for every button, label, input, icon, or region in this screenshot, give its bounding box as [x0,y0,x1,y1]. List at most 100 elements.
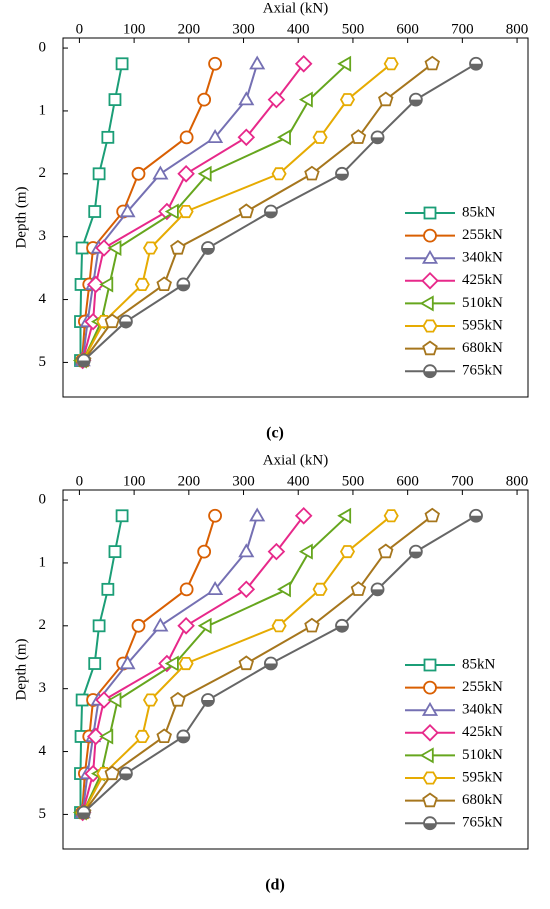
marker [197,617,212,634]
marker [422,340,438,356]
marker [298,91,313,108]
legend-label: 765kN [462,815,503,831]
marker-half [264,211,277,218]
marker [197,92,212,107]
marker [422,792,438,808]
x-tick-label: 300 [232,473,255,489]
marker [164,203,179,220]
marker [178,657,194,671]
marker [383,57,399,71]
marker [170,691,186,707]
marker [156,276,172,292]
legend-label: 340kN [462,250,503,266]
y-tick-label: 2 [39,165,47,181]
legend-label: 255kN [462,227,503,243]
y-tick-label: 2 [39,617,47,633]
marker [108,545,122,559]
legend-label: 595kN [462,769,503,785]
marker-half [177,284,190,291]
marker [142,693,159,707]
x-tick-label: 800 [506,21,529,37]
marker [176,277,191,292]
marker-half [424,371,436,378]
legend-label: 510kN [462,295,503,311]
marker [249,507,266,522]
marker [267,90,286,109]
y-tick-label: 5 [39,354,47,370]
marker-half [470,515,483,522]
x-axis-title: Axial (kN) [263,0,328,16]
marker [201,241,215,255]
marker [101,130,115,144]
marker [422,771,438,785]
marker [131,166,146,181]
marker [107,691,122,709]
marker [179,130,194,145]
marker [337,507,352,524]
marker [75,241,89,255]
marker [370,582,385,597]
caption: (c) [266,425,284,442]
marker [419,295,434,312]
y-tick-label: 4 [39,743,47,759]
marker [131,618,146,633]
marker [176,729,191,744]
marker [119,766,133,781]
marker [92,619,106,633]
marker-half [119,321,132,328]
marker [101,582,115,596]
marker [339,93,356,107]
marker [87,275,105,294]
x-tick-label: 200 [178,21,201,37]
marker [263,204,278,219]
x-tick-label: 700 [451,473,474,489]
plot-frame [62,489,529,850]
marker [108,93,122,107]
legend-label: 340kN [462,702,503,718]
legend-label: 765kN [462,363,503,379]
x-tick-label: 0 [76,473,84,489]
marker [421,272,439,290]
x-tick-label: 600 [396,21,419,37]
marker-half [77,812,90,819]
x-tick-label: 500 [342,21,365,37]
marker [177,165,195,183]
marker [177,617,195,635]
marker [99,276,114,293]
marker [271,619,287,633]
marker [423,206,437,220]
marker-half [264,663,277,670]
marker [104,313,120,329]
marker [152,165,169,180]
marker [88,657,102,670]
marker-half [77,360,90,367]
y-tick-label: 3 [39,228,47,244]
marker [87,727,105,746]
marker [119,314,133,329]
marker [164,655,179,672]
marker-half [119,773,132,780]
x-tick-label: 200 [178,473,201,489]
x-tick-label: 0 [76,21,84,37]
marker [238,655,254,671]
marker-half [201,247,214,254]
marker-half [409,551,422,558]
marker [104,765,120,781]
marker [378,91,394,107]
marker [419,747,434,764]
legend-label: 425kN [462,272,503,288]
marker [119,203,136,218]
marker [423,680,437,695]
marker [152,617,169,632]
y-tick-label: 0 [39,491,47,507]
marker [76,353,91,368]
marker [408,92,423,107]
legend-label: 510kN [462,747,503,763]
marker [421,724,439,742]
marker [238,203,254,219]
marker [119,655,136,670]
legend-label: 255kN [462,679,503,695]
marker [238,91,255,106]
marker [423,658,437,672]
marker [75,693,89,707]
